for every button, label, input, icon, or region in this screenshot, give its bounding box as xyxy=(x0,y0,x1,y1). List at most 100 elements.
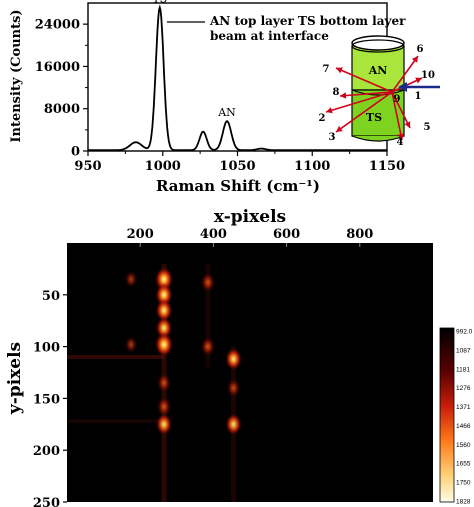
heatmap-spot xyxy=(124,270,138,288)
spectrum-peak-label: TS xyxy=(152,0,167,5)
heatmap-y-axis-label: y-pixels xyxy=(5,342,25,415)
heatmap-spot xyxy=(155,299,173,322)
colorbar-label: 1466 xyxy=(456,423,471,430)
spectrum-x-tick-label: 950 xyxy=(74,159,101,174)
heatmap-streak xyxy=(67,419,164,424)
spectrum-series-line xyxy=(88,4,387,152)
spectrum-y-tick-label: 8000 xyxy=(44,102,80,117)
scatter-arrow xyxy=(335,67,393,93)
heatmap-spot xyxy=(200,272,216,293)
inset-top-label: AN xyxy=(368,64,388,77)
inset-scatter-arrows xyxy=(325,55,423,141)
spectrum-peak-labels: TS AN xyxy=(152,0,236,119)
spectrum-x-tick-label: 1000 xyxy=(145,159,181,174)
heatmap-x-tick-label: 200 xyxy=(127,227,154,242)
colorbar-label: 1655 xyxy=(456,461,471,468)
heatmap-spot xyxy=(154,332,173,357)
heatmap-spot xyxy=(155,283,173,307)
spectrum-y-ticks: 0 8000 16000 24000 xyxy=(35,18,88,160)
spectrum-y-tick-label: 0 xyxy=(71,145,80,160)
heatmap-x-ticks xyxy=(139,243,361,247)
scatter-arrow xyxy=(325,91,393,113)
colorbar-label: 1181 xyxy=(456,366,470,373)
heatmap-x-tick-labels: 200 400 600 800 xyxy=(127,227,374,242)
inset-arrow-number: 4 xyxy=(397,137,404,148)
beam-arrow-head xyxy=(398,82,407,92)
heatmap-streak xyxy=(205,263,211,368)
scatter-arrow xyxy=(391,91,411,129)
inset-arrow-number: 5 xyxy=(424,122,431,133)
inset-arrow-number: 8 xyxy=(333,87,340,98)
colorbar-label: 1276 xyxy=(456,385,471,392)
heatmap-y-tick-label: 150 xyxy=(33,392,60,407)
scatter-arrow-head xyxy=(404,121,411,128)
inset-bottom-curve xyxy=(351,135,405,142)
heatmap-spot xyxy=(155,413,172,436)
colorbar-label: 1750 xyxy=(456,480,471,487)
inset-arrow-number: 2 xyxy=(319,113,326,124)
colorbar-label: 1560 xyxy=(456,442,471,449)
spectrum-y-tick-label: 16000 xyxy=(35,60,80,75)
heatmap-y-tick-label: 100 xyxy=(33,341,60,356)
heatmap-spots xyxy=(124,267,242,436)
raman-map-heatmap: x-pixels 200 400 600 800 50 100 150 200 250 y-p… xyxy=(5,207,473,507)
heatmap-spot xyxy=(225,348,242,371)
scatter-arrow xyxy=(335,91,393,133)
scatter-arrow-head xyxy=(415,77,422,84)
heatmap-y-tick-label: 200 xyxy=(33,444,60,459)
heatmap-spot xyxy=(155,316,173,339)
heatmap-spot xyxy=(226,378,241,398)
heatmap-plot-area xyxy=(67,243,433,502)
inset-top-layer xyxy=(351,45,405,91)
inset-top-rim-inner xyxy=(351,39,405,53)
scatter-arrow xyxy=(391,91,403,141)
spectrum-y-axis-label: Intensity (Counts) xyxy=(9,9,24,142)
heatmap-y-tick-label: 250 xyxy=(33,496,60,507)
heatmap-spot xyxy=(200,336,216,357)
inset-bottom-label: TS xyxy=(366,111,382,124)
annotation-line-2: beam at interface xyxy=(210,29,329,43)
heatmap-x-tick-label: 600 xyxy=(273,227,300,242)
heatmap-spot xyxy=(225,413,242,436)
inset-interface xyxy=(351,89,405,96)
inset-top-rim xyxy=(351,35,405,51)
heatmap-x-tick-label: 400 xyxy=(200,227,227,242)
inset-arrow-number: 7 xyxy=(323,64,330,75)
inset-arrow-number: 6 xyxy=(417,44,424,55)
heatmap-y-tick-label: 50 xyxy=(42,289,60,304)
scatter-arrow-head xyxy=(340,92,347,99)
colorbar xyxy=(439,327,455,503)
heatmap-title: x-pixels xyxy=(214,207,286,227)
inset-arrow-number: 9 xyxy=(394,94,401,105)
heatmap-y-ticks: 50 100 150 200 250 xyxy=(33,289,67,507)
inset-incident-beam xyxy=(398,82,440,92)
scatter-arrow-head xyxy=(336,67,343,74)
colorbar-label: 1371 xyxy=(456,404,471,411)
colorbar-label: 1087 xyxy=(456,347,471,354)
inset-arrow-number: 1 xyxy=(415,91,422,102)
inset-arrow-number: 10 xyxy=(421,70,435,81)
spectrum-x-tick-label: 1050 xyxy=(219,159,255,174)
heatmap-spot xyxy=(156,396,172,417)
spectrum-x-ticks: 950 1000 1050 1100 1150 xyxy=(74,151,405,174)
raman-spectrum-chart: 950 1000 1050 1100 1150 0 8000 16000 24000 TS AN… xyxy=(9,0,440,195)
spectrum-y-tick-label: 24000 xyxy=(35,18,80,33)
spectrum-x-axis-label: Raman Shift (cm⁻¹) xyxy=(156,177,320,195)
heatmap-spot xyxy=(156,373,171,393)
inset-arrow-number: 3 xyxy=(329,132,336,143)
colorbar-labels: 992.0 1087 1181 1276 1371 1466 1560 1655 1750 182… xyxy=(456,329,473,506)
heatmap-spot xyxy=(124,336,138,354)
scatter-arrow-head xyxy=(326,107,333,114)
scatter-arrow xyxy=(339,91,393,97)
scatter-arrow-head xyxy=(336,125,343,132)
spectrum-peak-label: AN xyxy=(217,106,236,119)
spectrum-x-tick-label: 1100 xyxy=(294,159,330,174)
colorbar-label: 1828 xyxy=(456,499,471,506)
colorbar-label: 992.0 xyxy=(456,329,473,336)
scatter-arrow-head xyxy=(411,56,418,63)
heatmap-streak xyxy=(67,354,164,359)
scatter-arrow xyxy=(391,55,419,93)
